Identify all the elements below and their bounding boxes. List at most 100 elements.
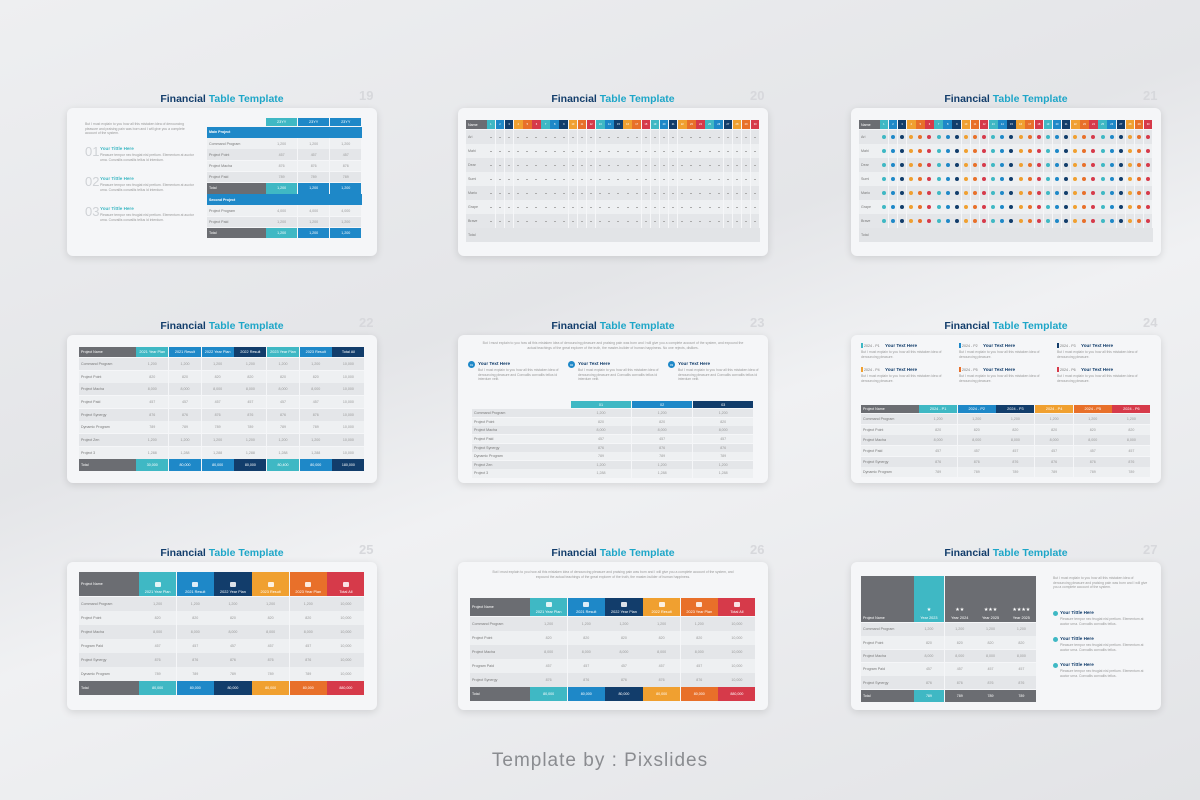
dot — [890, 176, 895, 181]
header-label: 19 — [653, 123, 657, 126]
row-name: Project Paid — [472, 434, 571, 443]
dash — [562, 192, 565, 193]
value-cell: 10,000 — [332, 383, 365, 396]
dash — [517, 150, 520, 151]
empty-cell — [1070, 200, 1080, 214]
value-cell: 10,000 — [332, 396, 365, 409]
dot — [1146, 204, 1151, 209]
dot — [918, 190, 923, 195]
empty-cell — [1098, 214, 1107, 228]
point-title: Your Text Here — [885, 343, 917, 348]
dot — [1027, 148, 1032, 153]
dash — [535, 178, 538, 179]
dot — [954, 148, 959, 153]
dash — [644, 178, 647, 179]
row-name: Brave — [466, 214, 487, 228]
point-title: Your Tittle Here — [1060, 610, 1094, 615]
dash — [571, 178, 574, 179]
dot — [1073, 218, 1078, 223]
header-icon — [545, 602, 552, 607]
empty-cell — [504, 214, 514, 228]
dot — [1036, 190, 1041, 195]
point-title: Your Tittle Here — [100, 206, 134, 211]
value-cell: 1,200 — [1006, 623, 1037, 636]
row-name: Project Macha — [470, 645, 531, 659]
empty-cell — [614, 200, 623, 214]
empty-cell — [586, 186, 596, 200]
empty-cell — [732, 200, 742, 214]
header-cell: 2024 - P5 — [1073, 405, 1112, 413]
header-cell: 11 — [970, 120, 980, 129]
row-name: Sumi — [466, 172, 487, 186]
dash — [517, 220, 520, 221]
header-label: 9 — [956, 123, 958, 126]
dot — [954, 176, 959, 181]
empty-cell — [888, 186, 898, 200]
empty-cell — [550, 172, 559, 186]
empty-cell — [559, 200, 569, 214]
header-label: 25 — [1101, 123, 1105, 126]
empty-cell — [550, 200, 559, 214]
total-label: Total — [470, 687, 531, 701]
empty-cell — [513, 158, 523, 172]
empty-cell — [750, 214, 760, 228]
dot — [973, 204, 978, 209]
empty-cell — [897, 214, 907, 228]
dot — [1055, 148, 1060, 153]
header-cell: 14 — [605, 120, 614, 129]
empty-cell — [988, 144, 998, 158]
dot — [936, 148, 941, 153]
dash — [663, 220, 666, 221]
dash — [644, 164, 647, 165]
row-name: Command Program — [861, 623, 914, 636]
header-label: 28 — [1128, 123, 1132, 126]
empty-cell — [632, 200, 641, 214]
value-cell: 10,000 — [718, 617, 756, 631]
empty-cell — [916, 144, 925, 158]
empty-cell — [1043, 144, 1053, 158]
value-cell: 789 — [957, 467, 996, 478]
header-label: 6 — [928, 123, 931, 126]
header-cell: 27 — [1116, 120, 1126, 129]
dash — [517, 136, 520, 137]
dash — [699, 136, 702, 137]
empty-cell — [879, 200, 889, 214]
empty-cell — [723, 172, 733, 186]
row-name: Project Zen — [472, 460, 571, 469]
empty-cell — [1080, 186, 1089, 200]
header-label: 2 — [892, 123, 894, 126]
dot — [1000, 148, 1005, 153]
empty-cell — [1034, 172, 1044, 186]
empty-cell — [1134, 144, 1144, 158]
dot — [1064, 148, 1069, 153]
empty-cell — [513, 144, 523, 158]
dash — [535, 136, 538, 137]
value-cell: 8,000 — [643, 645, 681, 659]
point-number: 02 — [85, 174, 100, 189]
value-cell: 10,000 — [332, 434, 365, 447]
value-cell: 1,200 — [913, 623, 945, 636]
dot — [936, 134, 941, 139]
empty-cell — [559, 130, 569, 144]
dash — [690, 136, 693, 137]
value-cell: 457 — [530, 659, 568, 673]
header-label: 4 — [910, 123, 912, 126]
total-cell: 80,000 — [214, 681, 252, 695]
dot — [963, 134, 968, 139]
value-cell: 8,000 — [139, 625, 177, 639]
dot — [927, 176, 932, 181]
value-cell: 820 — [176, 611, 214, 625]
value-cell: 8,000 — [570, 426, 632, 435]
header-cell: 3 — [897, 120, 907, 129]
empty-cell — [495, 172, 505, 186]
empty-cell — [1134, 158, 1144, 172]
empty-cell — [677, 172, 687, 186]
empty-cell — [1034, 158, 1044, 172]
dash — [754, 192, 757, 193]
slide-number: 21 — [1143, 88, 1158, 103]
dash — [672, 220, 675, 221]
dash — [517, 206, 520, 207]
value-cell: 820 — [680, 631, 718, 645]
point-text: Pleasure tempor nec feugiat nisl pretium… — [1060, 669, 1144, 678]
empty-cell — [696, 144, 705, 158]
